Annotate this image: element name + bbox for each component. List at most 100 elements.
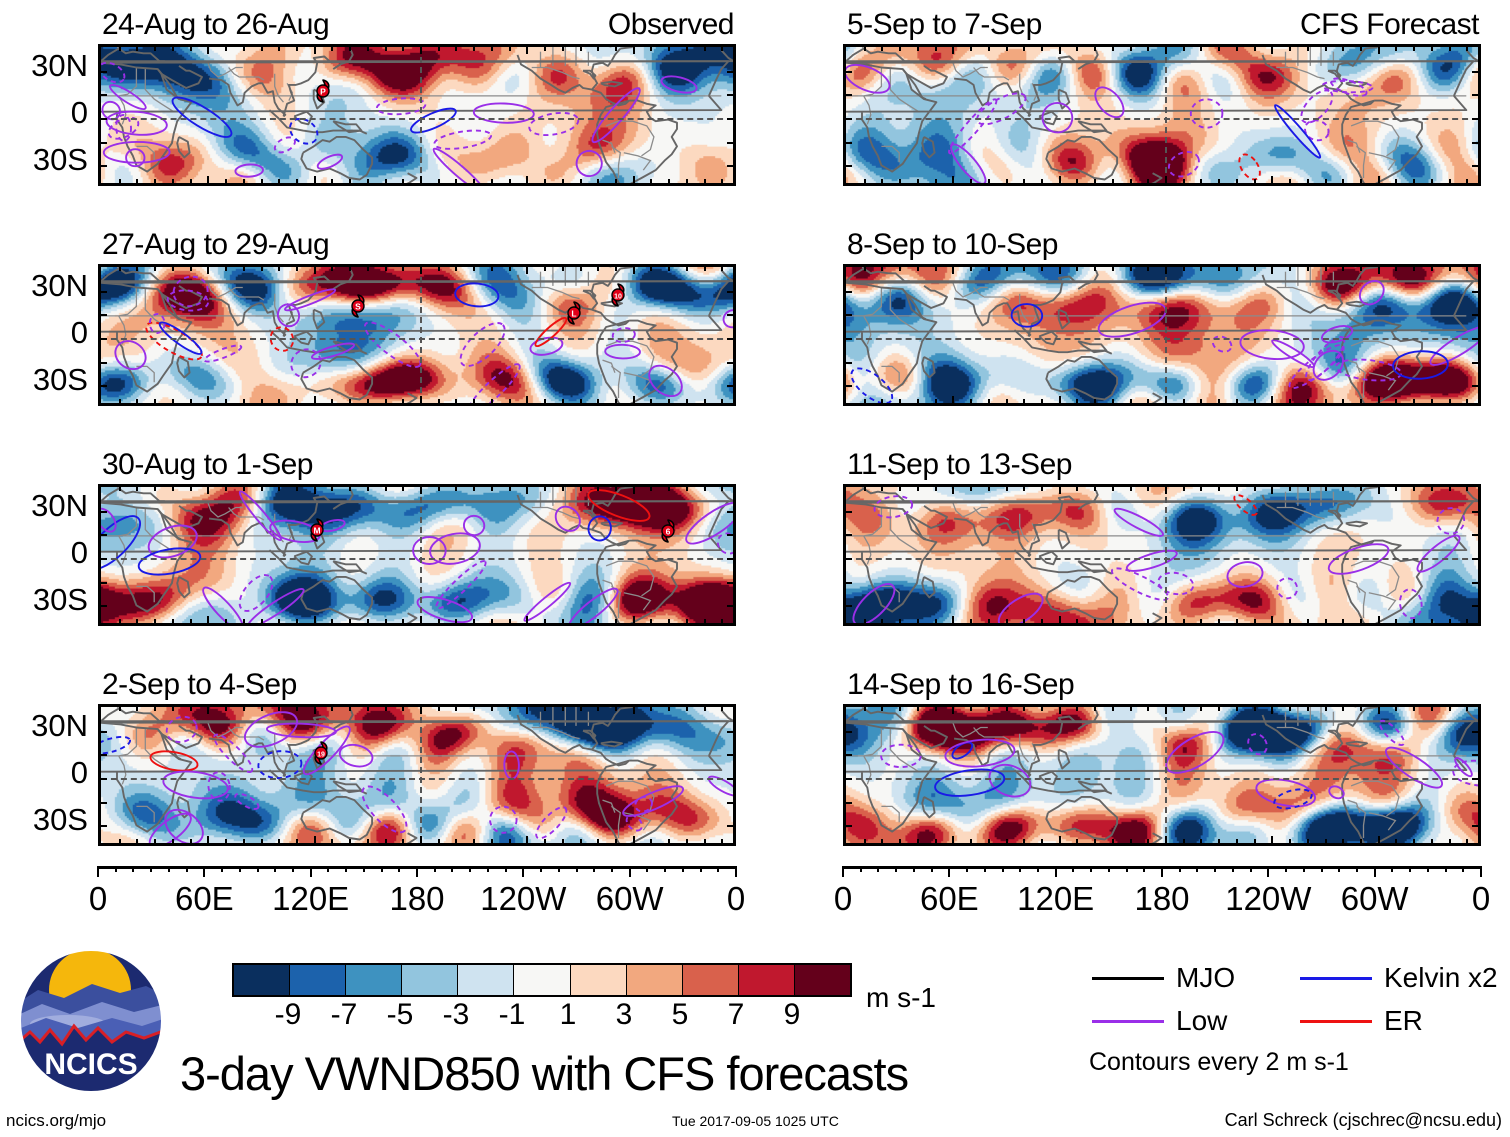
colorbar-swatch (402, 965, 459, 995)
map-tick (473, 839, 476, 843)
map-tick (295, 179, 298, 183)
map-tick (632, 267, 635, 274)
map-tick (101, 558, 107, 560)
map-tick (349, 47, 352, 51)
map-tick (331, 267, 334, 271)
map-tick (490, 267, 493, 271)
map-tick (278, 267, 281, 271)
map-tick (597, 399, 600, 403)
map-tick (1271, 487, 1274, 494)
map-tick (1413, 487, 1416, 491)
map-tick (1253, 47, 1256, 51)
map-tick (136, 707, 139, 711)
map-tick (1430, 707, 1433, 711)
x-axis-left-tick (575, 866, 578, 872)
colorbar-swatch (514, 965, 571, 995)
map-tick (1023, 47, 1026, 51)
map-tick (614, 839, 617, 843)
map-tick (1200, 179, 1203, 183)
map-tick (1324, 839, 1327, 843)
map-tick (1005, 399, 1008, 403)
map-tick (1466, 179, 1469, 183)
map-tick (1058, 176, 1061, 183)
map-tick (579, 47, 582, 51)
colorbar-unit-label: m s-1 (866, 982, 936, 1013)
map-tick (349, 839, 352, 843)
x-axis-left-tick (433, 866, 436, 872)
map-tick (1005, 487, 1008, 491)
x-axis-left-tick (309, 866, 312, 877)
map-tick (1306, 487, 1309, 491)
map-tick (1058, 47, 1061, 54)
map-tick (952, 836, 955, 843)
map-tick (1218, 399, 1221, 403)
map-tick (490, 179, 493, 183)
map-tick (295, 47, 298, 51)
map-tick (1058, 836, 1061, 843)
map-tick (1165, 836, 1167, 843)
map-tick (1094, 399, 1097, 403)
x-axis-left-column: 0 60E 120E 180 120W 60W 0 (89, 866, 745, 917)
map-tick (1076, 487, 1079, 491)
map-tick (727, 94, 733, 97)
map-tick (295, 487, 298, 491)
x-axis-left-tick (238, 866, 241, 872)
colorbar-swatch (682, 965, 739, 995)
map-tick (727, 314, 733, 317)
x-axis-left-tick (504, 866, 507, 872)
map-tick (490, 839, 493, 843)
map-tick (1448, 619, 1451, 623)
legend-label: MJO (1176, 962, 1236, 993)
footer-left-link[interactable]: ncics.org/mjo (6, 1111, 107, 1130)
map-tick (846, 581, 852, 584)
map-tick (668, 179, 671, 183)
map-tick (1182, 619, 1185, 623)
map-tick (1111, 179, 1114, 183)
colorbar-swatch (626, 965, 683, 995)
map-tick (118, 399, 121, 403)
map-tick (1182, 179, 1185, 183)
map-tick (721, 839, 724, 843)
map-tick (402, 179, 405, 183)
storm-marker: M (306, 517, 328, 548)
map-tick (1289, 399, 1292, 403)
panel-title-p2: 27-Aug to 29-Aug (102, 228, 330, 261)
x-axis-right-tick (966, 866, 969, 872)
map-tick (721, 267, 724, 271)
map-tick (154, 707, 157, 711)
map-tick (970, 179, 973, 183)
map-tick (154, 179, 157, 183)
map-tick (455, 399, 458, 403)
map-tick (703, 487, 706, 491)
map-tick (1005, 179, 1008, 183)
map-tick (1182, 839, 1185, 843)
y-tick-label: 30N (31, 707, 88, 743)
map-tick (225, 839, 228, 843)
map-tick (952, 176, 955, 183)
map-tick (154, 839, 157, 843)
map-tick (916, 707, 919, 711)
x-axis-right-column: 0 60E 120E 180 120W 60W 0 (834, 866, 1490, 917)
coastlines-p3 (101, 487, 733, 623)
map-tick (1472, 778, 1478, 780)
map-p7 (843, 484, 1481, 626)
x-axis-right-tick (948, 866, 951, 877)
x-axis-left-tick (416, 866, 418, 877)
map-tick (118, 839, 121, 843)
map-tick (1040, 839, 1043, 843)
map-tick (1058, 267, 1061, 274)
map-tick (970, 47, 973, 51)
map-tick (1023, 179, 1026, 183)
map-tick (171, 839, 174, 843)
map-tick (154, 619, 157, 623)
map-tick (1094, 487, 1097, 491)
x-axis-right-label: 0 (833, 880, 853, 917)
x-axis-left-tick (664, 866, 667, 872)
map-tick (685, 619, 688, 623)
map-tick (242, 839, 245, 843)
map-tick (1200, 47, 1203, 51)
map-tick (313, 707, 316, 714)
map-tick (934, 47, 937, 51)
map-tick (260, 267, 263, 271)
map-tick (846, 290, 852, 293)
